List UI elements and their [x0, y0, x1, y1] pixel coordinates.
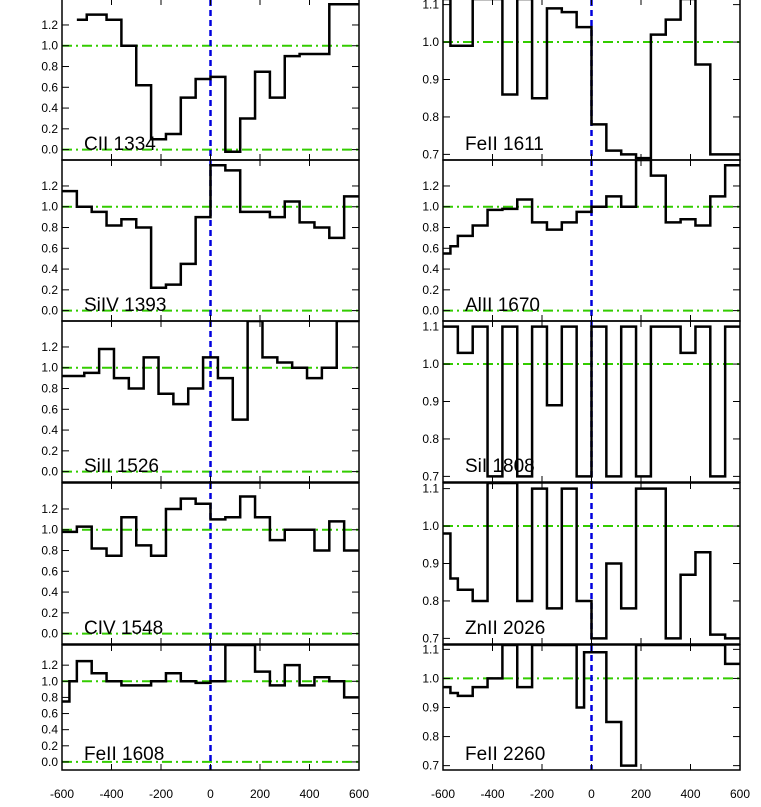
y-tick-label: 1.0: [422, 35, 439, 49]
x-tick-label: -200: [149, 787, 173, 801]
y-tick-label: 1.2: [41, 340, 58, 354]
ion-label: ZnII 2026: [465, 618, 545, 639]
y-tick-label: 0.6: [41, 80, 58, 94]
y-tick-label: 0.7: [422, 469, 439, 483]
x-tick-label: 200: [250, 787, 270, 801]
y-tick-label: 0.7: [422, 631, 439, 645]
y-tick-label: 0.6: [41, 402, 58, 416]
x-tick-label: -600: [431, 787, 455, 801]
x-tick-label: 0: [207, 787, 214, 801]
ion-label: FeII 1608: [84, 744, 164, 765]
y-tick-label: 1.2: [41, 502, 58, 516]
y-tick-label: 1.0: [422, 357, 439, 371]
y-tick-label: 1.2: [41, 18, 58, 32]
y-tick-label: 0.2: [41, 444, 58, 458]
y-tick-label: 0.2: [41, 739, 58, 753]
spectrum-trace: [62, 645, 359, 703]
y-tick-label: 0.9: [422, 701, 439, 715]
y-tick-label: 0.0: [41, 143, 58, 157]
y-tick-label: 0.8: [422, 110, 439, 124]
x-tick-label: -400: [99, 787, 123, 801]
y-tick-label: 0.6: [41, 707, 58, 721]
y-tick-label: 0.4: [41, 101, 58, 115]
spectrum-trace: [443, 160, 740, 255]
spectrum-trace: [62, 495, 359, 557]
y-tick-label: 1.1: [422, 482, 439, 496]
y-tick-label: 0.0: [41, 755, 58, 769]
ion-label: SiII 1526: [84, 456, 159, 477]
y-tick-label: 0.8: [422, 594, 439, 608]
y-tick-label: 0.4: [41, 262, 58, 276]
spectrum-trace: [443, 0, 740, 160]
y-tick-label: 0.2: [41, 283, 58, 297]
y-tick-label: 0.8: [41, 60, 58, 74]
ion-label: FeII 2260: [465, 744, 545, 765]
ion-label: CII 1334: [84, 134, 156, 155]
x-tick-label: -200: [530, 787, 554, 801]
x-tick-label: 400: [680, 787, 700, 801]
y-tick-label: 0.0: [41, 465, 58, 479]
spectrum-trace: [443, 483, 740, 640]
y-tick-label: 1.0: [41, 674, 58, 688]
y-tick-label: 1.2: [41, 179, 58, 193]
spectrum-trace: [62, 321, 359, 421]
y-tick-label: 1.1: [422, 0, 439, 12]
ion-label: FeII 1611: [465, 134, 544, 155]
y-tick-label: 0.7: [422, 759, 439, 773]
y-tick-label: 0.2: [422, 283, 439, 297]
y-tick-label: 0.2: [41, 122, 58, 136]
ion-label: SiI 1808: [465, 456, 535, 477]
y-tick-label: 0.4: [422, 262, 439, 276]
y-tick-label: 1.0: [41, 39, 58, 53]
y-tick-label: 1.1: [422, 642, 439, 656]
y-tick-label: 0.8: [41, 544, 58, 558]
y-tick-label: 0.2: [41, 606, 58, 620]
y-tick-label: 1.1: [422, 320, 439, 334]
y-tick-label: 0.9: [422, 557, 439, 571]
y-tick-label: 0.7: [422, 147, 439, 161]
y-tick-label: 1.0: [41, 361, 58, 375]
y-tick-label: 0.8: [422, 730, 439, 744]
y-tick-label: 0.6: [422, 241, 439, 255]
y-tick-label: 0.8: [422, 221, 439, 235]
y-tick-label: 0.0: [41, 627, 58, 641]
x-tick-label: 0: [588, 787, 595, 801]
y-tick-label: 1.0: [422, 519, 439, 533]
y-tick-label: 1.0: [41, 523, 58, 537]
y-tick-label: 0.4: [41, 723, 58, 737]
ion-label: AlII 1670: [465, 295, 540, 316]
y-tick-label: 0.4: [41, 585, 58, 599]
ion-label: SiIV 1393: [84, 295, 166, 316]
x-tick-label: 600: [349, 787, 369, 801]
spectrum-trace: [443, 645, 740, 767]
y-tick-label: 0.9: [422, 395, 439, 409]
ion-label: CIV 1548: [84, 618, 163, 639]
y-tick-label: 0.8: [422, 432, 439, 446]
y-tick-label: 0.6: [41, 564, 58, 578]
y-tick-label: 1.0: [422, 200, 439, 214]
x-tick-label: 200: [631, 787, 651, 801]
spectrum-trace: [443, 325, 740, 478]
y-tick-label: 1.2: [41, 658, 58, 672]
y-tick-label: 0.0: [422, 304, 439, 318]
y-tick-label: 0.0: [41, 304, 58, 318]
y-tick-label: 0.9: [422, 73, 439, 87]
x-tick-label: -400: [480, 787, 504, 801]
x-tick-label: 400: [299, 787, 319, 801]
x-tick-label: 600: [730, 787, 750, 801]
y-tick-label: 1.2: [422, 179, 439, 193]
y-tick-label: 0.6: [41, 241, 58, 255]
y-tick-label: 0.8: [41, 690, 58, 704]
y-tick-label: 1.0: [41, 200, 58, 214]
spectrum-trace: [76, 2, 359, 153]
x-tick-label: -600: [50, 787, 74, 801]
y-tick-label: 0.4: [41, 423, 58, 437]
y-tick-label: 0.8: [41, 382, 58, 396]
y-tick-label: 0.8: [41, 221, 58, 235]
spectrum-trace: [62, 163, 359, 290]
y-tick-label: 1.0: [422, 671, 439, 685]
